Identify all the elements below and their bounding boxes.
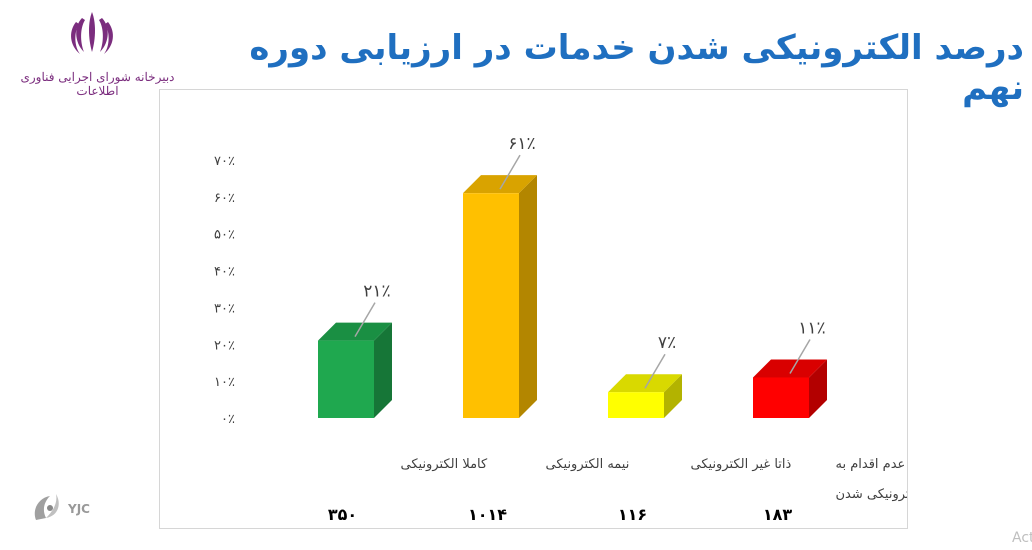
page-title: درصد الکترونیکی شدن خدمات در ارزیابی دور…: [249, 28, 1024, 108]
bar-side: [809, 359, 827, 418]
data-label: ۷٪: [658, 333, 676, 353]
yjc-logo-icon: [34, 494, 59, 520]
logo: دبیرخانه شورای اجرایی فناوری اطلاعات: [10, 8, 180, 98]
data-label: ۲۱٪: [363, 282, 390, 302]
logo-text: دبیرخانه شورای اجرایی فناوری اطلاعات: [20, 70, 175, 98]
data-label: ۱۱٪: [798, 318, 825, 338]
emblem-icon: [71, 12, 113, 54]
bar-chart: ۰٪ ۱۰٪ ۲۰٪ ۳۰٪ ۴۰٪ ۵۰٪ ۶۰٪ ۷۰٪ ۲۱٪ کاملا الکترونی…: [214, 134, 908, 524]
bar: [753, 377, 809, 418]
y-tick-label: ۳۰٪: [214, 301, 235, 316]
bar-top: [318, 322, 392, 341]
bar: [463, 193, 519, 418]
data-label-leader: [354, 302, 376, 337]
category-label: عدم اقدام به: [836, 457, 906, 472]
category-count: ۱۸۳: [763, 505, 793, 524]
bar: [608, 392, 664, 418]
bar-top: [608, 374, 682, 393]
category-count: ۳۵۰: [328, 505, 357, 524]
data-label-leader: [499, 154, 521, 190]
y-tick-label: ۱۰٪: [214, 375, 235, 390]
data-label-leader: [644, 353, 666, 389]
category-label: ذاتا غیر الکترونیکی: [691, 457, 792, 472]
y-tick-label: ۴۰٪: [214, 265, 235, 280]
bar-top: [753, 359, 827, 378]
y-tick-label: ۲۰٪: [214, 338, 235, 353]
category-count: ۱۱۶: [618, 505, 647, 524]
bar-top: [463, 175, 537, 194]
watermark: YJC: [30, 490, 110, 530]
data-label-leader: [789, 339, 811, 374]
category-label: نیمه الکترونیکی: [546, 457, 630, 472]
bar-side: [664, 374, 682, 418]
bar: [318, 340, 374, 418]
category-label: کاملا الکترونیکی: [401, 457, 488, 472]
watermark-text: YJC: [68, 502, 90, 516]
chart-area: ۰٪ ۱۰٪ ۲۰٪ ۳۰٪ ۴۰٪ ۵۰٪ ۶۰٪ ۷۰٪ ۲۱٪ کاملا الکترونی…: [159, 89, 908, 529]
corner-text: Act: [1012, 530, 1032, 546]
y-tick-label: ۰٪: [221, 412, 235, 427]
bar-side: [519, 175, 537, 418]
category-label: الکترونیکی شدن: [836, 487, 908, 502]
y-tick-label: ۵۰٪: [214, 228, 235, 243]
y-tick-label: ۶۰٪: [214, 191, 235, 206]
data-label: ۶۱٪: [508, 134, 535, 154]
category-count: ۱۰۱۴: [468, 505, 507, 524]
bar-side: [374, 322, 392, 418]
y-tick-label: ۷۰٪: [214, 154, 235, 169]
